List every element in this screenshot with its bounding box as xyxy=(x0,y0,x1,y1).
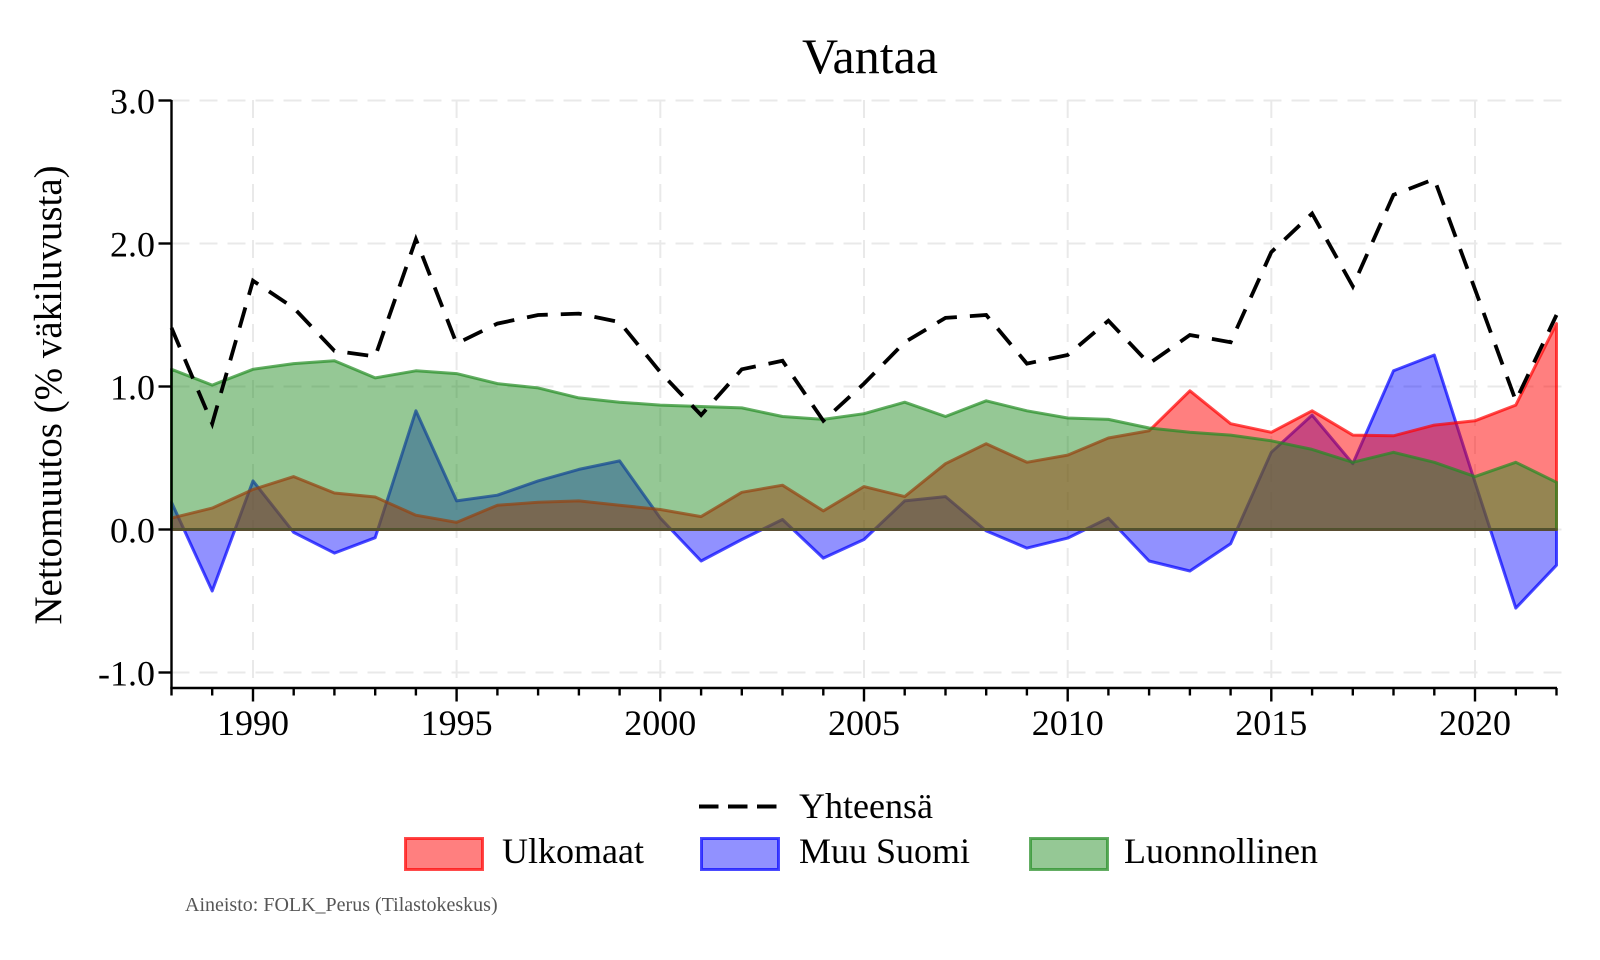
svg-text:2015: 2015 xyxy=(1235,703,1307,743)
svg-text:-1.0: -1.0 xyxy=(98,654,155,694)
svg-text:Muu Suomi: Muu Suomi xyxy=(799,831,970,871)
svg-text:2000: 2000 xyxy=(624,703,696,743)
svg-text:Yhteensä: Yhteensä xyxy=(799,786,933,826)
svg-text:2010: 2010 xyxy=(1032,703,1104,743)
svg-text:Vantaa: Vantaa xyxy=(802,28,938,84)
svg-text:2005: 2005 xyxy=(828,703,900,743)
svg-text:3.0: 3.0 xyxy=(110,82,155,122)
svg-text:2020: 2020 xyxy=(1439,703,1511,743)
svg-text:Luonnollinen: Luonnollinen xyxy=(1124,831,1318,871)
svg-text:1995: 1995 xyxy=(421,703,493,743)
svg-text:1990: 1990 xyxy=(217,703,289,743)
svg-text:0.0: 0.0 xyxy=(110,511,155,551)
svg-text:Nettomuutos (% väkiluvusta): Nettomuutos (% väkiluvusta) xyxy=(27,165,70,624)
svg-text:1.0: 1.0 xyxy=(110,368,155,408)
svg-text:Ulkomaat: Ulkomaat xyxy=(502,831,644,871)
svg-text:Aineisto: FOLK_Perus (Tilastok: Aineisto: FOLK_Perus (Tilastokeskus) xyxy=(185,894,498,916)
svg-text:2.0: 2.0 xyxy=(110,225,155,265)
